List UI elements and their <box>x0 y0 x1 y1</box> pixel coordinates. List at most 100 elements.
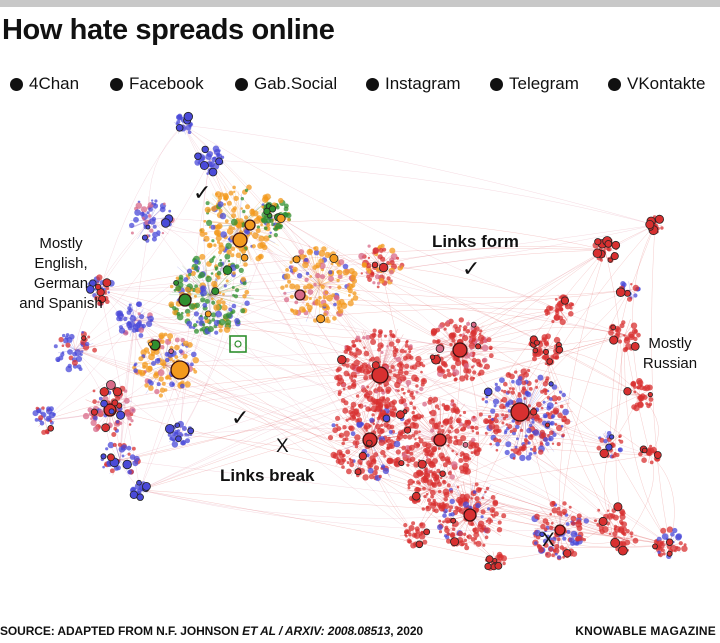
network-node <box>621 320 626 325</box>
network-node <box>427 498 431 503</box>
network-node <box>528 387 533 391</box>
outlined-node <box>532 347 539 354</box>
network-node <box>638 398 643 402</box>
network-node <box>389 247 396 254</box>
network-node <box>408 350 412 353</box>
network-node <box>633 390 637 394</box>
network-node <box>431 472 437 479</box>
network-node <box>630 283 633 286</box>
network-node <box>232 227 236 230</box>
network-node <box>423 494 427 499</box>
network-node <box>228 190 234 196</box>
network-node <box>235 252 242 259</box>
network-node <box>407 486 411 490</box>
network-node <box>457 498 464 505</box>
network-node <box>532 356 537 362</box>
network-node <box>540 406 544 410</box>
network-node <box>421 507 425 511</box>
network-node <box>534 529 541 537</box>
network-node <box>422 539 428 545</box>
network-node <box>286 217 291 222</box>
legend-dot-icon <box>608 77 621 91</box>
hub-node <box>371 366 389 384</box>
network-node <box>475 487 482 493</box>
network-node <box>598 525 604 531</box>
network-node <box>96 274 103 281</box>
network-node <box>493 404 497 408</box>
network-node <box>191 266 195 270</box>
network-link <box>558 249 606 531</box>
outlined-node <box>485 555 494 564</box>
network-node <box>383 401 391 409</box>
source-year: , 2020 <box>390 624 423 638</box>
network-node <box>193 294 197 298</box>
network-node <box>393 373 397 377</box>
network-node <box>386 457 393 464</box>
network-node <box>484 363 490 370</box>
network-node <box>333 295 340 301</box>
network-node <box>203 219 207 223</box>
network-link <box>651 224 671 546</box>
outlined-node <box>439 470 446 477</box>
network-node <box>660 527 667 534</box>
network-node <box>386 276 391 281</box>
network-node <box>330 262 334 266</box>
network-node <box>209 258 214 264</box>
network-node <box>419 386 424 392</box>
network-node <box>160 345 165 350</box>
network-node <box>460 451 465 456</box>
region-left-line: Mostly <box>39 235 83 252</box>
network-node <box>675 545 679 550</box>
legend-item-instagram: Instagram <box>366 73 461 95</box>
network-node <box>437 524 443 531</box>
network-node <box>138 333 144 338</box>
network-node <box>335 458 341 464</box>
outlined-node <box>435 344 445 353</box>
network-link <box>99 248 606 291</box>
network-node <box>93 426 99 433</box>
network-node <box>170 284 174 289</box>
network-node <box>518 448 522 452</box>
outlined-node <box>194 152 202 160</box>
network-node <box>575 521 582 528</box>
network-edge <box>615 534 626 541</box>
network-node <box>127 469 132 475</box>
network-node <box>307 308 312 313</box>
outlined-node <box>666 538 674 546</box>
network-link <box>544 349 611 521</box>
network-node <box>556 396 562 401</box>
network-node <box>348 409 353 415</box>
legend-label: Gab.Social <box>254 74 338 93</box>
network-node <box>107 291 110 294</box>
outlined-node <box>108 408 115 415</box>
network-node <box>396 256 400 260</box>
network-node <box>346 347 350 351</box>
network-node <box>404 343 409 348</box>
network-node <box>662 552 666 556</box>
network-node <box>611 455 615 459</box>
network-node <box>454 326 461 333</box>
network-node <box>231 286 235 289</box>
network-node <box>442 513 447 518</box>
network-node <box>490 495 496 500</box>
network-node <box>445 535 450 540</box>
network-node <box>345 418 349 422</box>
check-mark-icon: ✓ <box>462 256 481 281</box>
network-node <box>453 377 458 382</box>
network-node <box>224 219 229 224</box>
network-node <box>280 285 285 290</box>
network-node <box>510 448 514 452</box>
outlined-node <box>382 414 391 423</box>
network-node <box>484 419 490 424</box>
network-node <box>231 303 237 309</box>
network-node <box>225 242 232 250</box>
network-node <box>645 402 649 406</box>
network-node <box>352 295 359 301</box>
network-link <box>182 124 626 336</box>
network-node <box>286 212 292 219</box>
network-node <box>186 320 193 327</box>
network-node <box>425 458 432 465</box>
network-node <box>71 359 78 366</box>
network-node <box>429 489 436 496</box>
network-node <box>285 268 289 272</box>
